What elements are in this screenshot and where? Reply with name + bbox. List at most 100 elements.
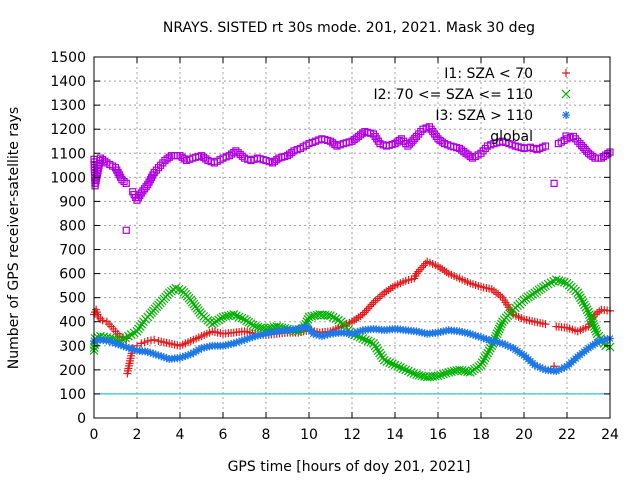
data-point [270, 327, 279, 336]
data-point [369, 338, 378, 348]
data-point [373, 294, 382, 303]
data-point [481, 351, 491, 360]
data-point [460, 366, 470, 376]
data-point [485, 336, 494, 345]
data-point [506, 343, 515, 352]
data-point [485, 343, 495, 353]
legend-marker-4 [562, 132, 570, 140]
chart-title: NRAYS. SISTED rt 30s mode. 201, 2021. Ma… [163, 20, 535, 36]
data-point [108, 338, 117, 347]
data-point [146, 348, 155, 357]
data-point [438, 369, 448, 379]
data-point [93, 336, 102, 345]
data-point [412, 327, 421, 336]
data-point [235, 337, 244, 346]
data-point [436, 327, 445, 336]
data-point [577, 295, 587, 305]
data-point [584, 307, 593, 317]
data-point [411, 134, 419, 142]
data-point [480, 353, 490, 363]
data-point [202, 343, 211, 352]
data-point [503, 341, 512, 350]
data-point [264, 329, 273, 338]
data-point [533, 362, 542, 371]
data-point [538, 364, 547, 373]
y-tick-label: 100 [59, 387, 86, 403]
x-tick-label: 16 [429, 427, 447, 443]
data-point [184, 351, 193, 360]
data-point [180, 155, 188, 163]
data-point [493, 326, 503, 336]
data-point [401, 365, 411, 375]
data-point [412, 269, 421, 278]
data-point [417, 263, 426, 272]
x-tick-label: 4 [176, 427, 185, 443]
data-point [127, 344, 136, 353]
data-point [490, 337, 499, 346]
data-point [385, 358, 395, 368]
data-point [603, 335, 612, 344]
data-point [304, 312, 314, 322]
data-point [379, 355, 389, 365]
data-point [557, 364, 566, 373]
data-point [197, 344, 206, 353]
data-point [124, 343, 133, 352]
data-point [372, 343, 381, 353]
data-point [297, 324, 306, 333]
data-point [323, 330, 332, 339]
data-point [546, 278, 556, 288]
y-tick-label: 1200 [50, 122, 86, 138]
data-point [149, 349, 158, 358]
axis-ticks: 0 2 4 6 8 10 12 14 16 18 20 22 240100200300400500600… [50, 50, 619, 443]
data-point [455, 327, 464, 336]
data-point [551, 275, 561, 285]
data-point [205, 342, 214, 351]
data-point [444, 367, 454, 377]
y-tick-label: 400 [59, 315, 86, 331]
data-point [150, 335, 159, 344]
data-point [360, 308, 369, 317]
data-point [600, 335, 609, 344]
data-point [250, 322, 260, 331]
legend-marker-3 [562, 111, 570, 119]
data-point [387, 359, 397, 369]
data-point [353, 327, 362, 336]
data-point [498, 339, 507, 348]
data-point [541, 320, 550, 329]
data-point [362, 306, 371, 315]
y-tick-label: 1500 [50, 50, 86, 66]
data-point [416, 265, 425, 274]
data-point [370, 341, 380, 351]
data-point [315, 331, 324, 340]
data-point [122, 343, 131, 352]
data-point [259, 330, 268, 339]
data-point [123, 331, 133, 341]
data-point [126, 330, 136, 339]
data-point [552, 367, 561, 376]
data-point [320, 331, 329, 340]
data-point [192, 347, 201, 356]
data-point [415, 327, 424, 336]
data-point [591, 326, 601, 336]
data-point [367, 300, 376, 309]
data-point [348, 329, 356, 338]
data-point [118, 176, 126, 184]
data-point [200, 343, 209, 352]
data-point [375, 348, 385, 358]
data-point [227, 339, 236, 348]
data-point [468, 330, 477, 339]
data-point [154, 351, 163, 360]
data-point [414, 267, 423, 276]
data-point [576, 293, 585, 303]
data-point [317, 332, 326, 341]
x-tick-label: 10 [300, 427, 318, 443]
data-point [530, 361, 539, 370]
data-point [350, 328, 359, 337]
data-point [412, 370, 421, 380]
data-point [590, 324, 600, 334]
data-point [441, 368, 451, 378]
series-group [89, 123, 615, 382]
data-point [573, 288, 583, 298]
data-point [409, 369, 419, 378]
legend: I1: SZA < 70 I2: 70 <= SZA <= 110 I3: SZA … [373, 66, 571, 145]
